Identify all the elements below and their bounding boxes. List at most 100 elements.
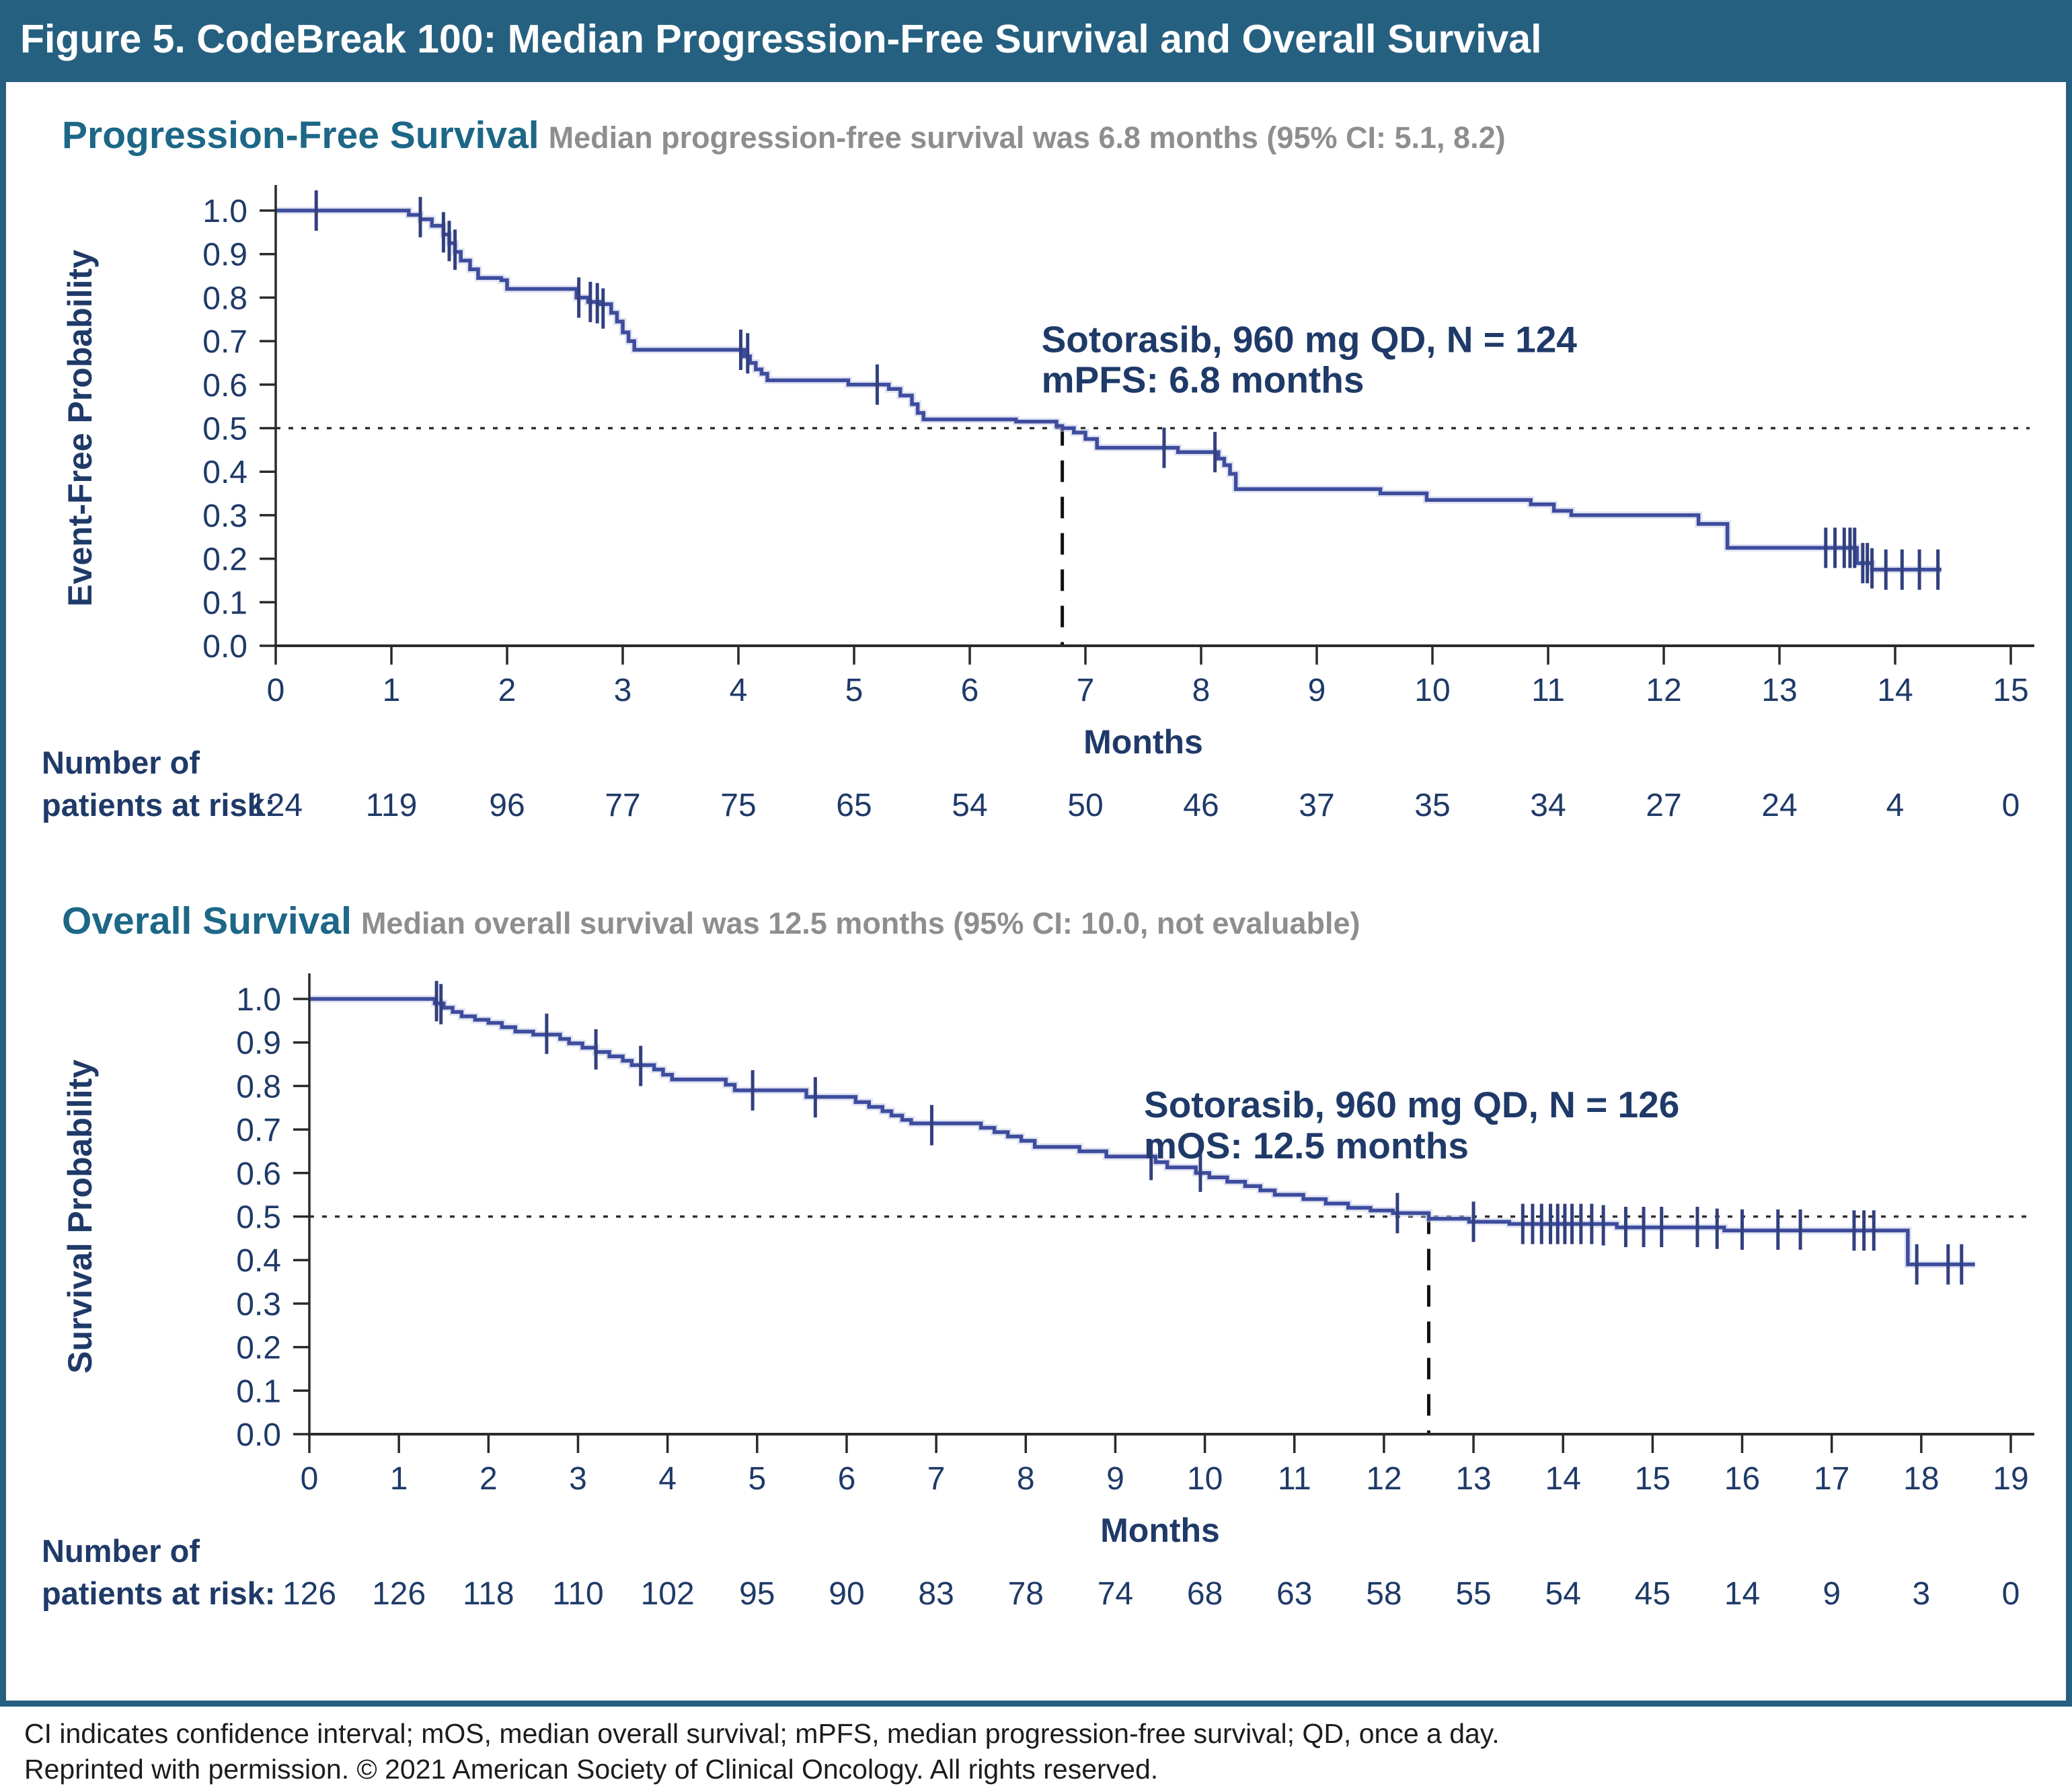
treatment-annotation-line1: Sotorasib, 960 mg QD, N = 124 [1042, 318, 1578, 360]
os-panel-title: Overall Survival [62, 899, 352, 942]
x-tick-label: 10 [1187, 1461, 1223, 1497]
figure-footnote: CI indicates confidence interval; mOS, m… [0, 1701, 2072, 1785]
x-tick-label: 6 [961, 673, 979, 708]
x-tick-label: 2 [498, 673, 516, 708]
y-axis-title: Survival Probability [61, 1059, 99, 1374]
x-tick-label: 2 [479, 1461, 498, 1497]
pfs-panel-subtitle: Median progression-free survival was 6.8… [548, 120, 1506, 155]
x-tick-label: 5 [845, 673, 864, 708]
y-tick-label: 0.4 [236, 1243, 281, 1279]
censor-marks [434, 981, 1964, 1285]
x-tick-label: 8 [1192, 673, 1211, 708]
x-tick-label: 0 [301, 1461, 319, 1497]
km-curve [276, 209, 1942, 572]
y-tick-label: 0.7 [202, 324, 247, 360]
risk-count: 95 [739, 1576, 775, 1612]
y-tick-label: 0.5 [236, 1200, 281, 1236]
risk-count: 24 [1761, 788, 1797, 823]
risk-count: 4 [1886, 788, 1905, 823]
risk-count: 9 [1822, 1576, 1841, 1612]
x-tick-label: 13 [1761, 673, 1797, 708]
x-tick-label: 9 [1106, 1461, 1124, 1497]
risk-count: 102 [641, 1576, 695, 1612]
x-tick-label: 12 [1646, 673, 1681, 708]
y-tick-label: 0.9 [202, 237, 247, 273]
x-tick-label: 14 [1877, 673, 1913, 708]
risk-count: 27 [1646, 788, 1681, 823]
y-tick-label: 0.3 [202, 498, 247, 534]
x-tick-label: 4 [658, 1461, 677, 1497]
risk-count: 77 [605, 788, 640, 823]
risk-count: 34 [1530, 788, 1566, 823]
risk-count: 126 [372, 1576, 426, 1612]
x-tick-label: 11 [1531, 673, 1565, 708]
risk-count: 68 [1187, 1576, 1223, 1612]
footnote-abbreviations: CI indicates confidence interval; mOS, m… [24, 1718, 1500, 1749]
y-tick-label: 0.8 [236, 1069, 281, 1105]
y-tick-label: 0.8 [202, 281, 247, 316]
x-tick-label: 7 [1077, 673, 1095, 708]
pfs-panel-header: Progression-Free Survival Median progress… [62, 113, 1506, 157]
risk-count: 83 [918, 1576, 954, 1612]
y-tick-label: 0.3 [236, 1287, 281, 1323]
risk-count: 45 [1635, 1576, 1671, 1612]
risk-table-label-line1: Number of [42, 745, 200, 780]
risk-count: 37 [1299, 788, 1334, 823]
pfs-panel-title: Progression-Free Survival [62, 114, 539, 157]
risk-table-label-line2: patients at risk: [42, 787, 275, 823]
x-tick-label: 10 [1414, 673, 1450, 708]
x-tick-label: 9 [1308, 673, 1326, 708]
pfs-km-chart: 0.00.10.20.30.40.50.60.70.80.91.00 1 2 3 4 5 6… [42, 185, 2034, 823]
y-tick-label: 0.0 [202, 629, 247, 665]
x-tick-label: 17 [1814, 1461, 1849, 1497]
risk-count: 63 [1276, 1576, 1312, 1612]
risk-count: 124 [249, 788, 303, 823]
x-tick-label: 16 [1724, 1461, 1760, 1497]
y-tick-label: 1.0 [202, 194, 247, 229]
risk-count: 14 [1724, 1576, 1760, 1612]
x-tick-label: 3 [614, 673, 632, 708]
risk-table-label-line2: patients at risk: [42, 1575, 275, 1611]
x-tick-label: 13 [1455, 1461, 1491, 1497]
risk-count: 3 [1912, 1576, 1930, 1612]
figure-title-bar: Figure 5. CodeBreak 100: Median Progress… [0, 0, 2072, 76]
x-tick-label: 6 [838, 1461, 856, 1497]
risk-count: 58 [1366, 1576, 1402, 1612]
x-tick-label: 14 [1545, 1461, 1581, 1497]
risk-count: 119 [366, 788, 418, 823]
x-tick-label: 5 [748, 1461, 766, 1497]
risk-count: 126 [282, 1576, 336, 1612]
os-km-chart: 0.00.10.20.30.40.50.60.70.80.91.00 1 2 3 4 5 6… [42, 973, 2034, 1612]
treatment-annotation-line2: mPFS: 6.8 months [1042, 359, 1365, 400]
treatment-annotation-line1: Sotorasib, 960 mg QD, N = 126 [1144, 1084, 1679, 1125]
x-tick-label: 0 [267, 673, 285, 708]
os-panel-subtitle: Median overall survival was 12.5 months … [360, 906, 1360, 940]
x-tick-label: 1 [383, 673, 401, 708]
x-tick-label: 8 [1017, 1461, 1035, 1497]
y-tick-label: 0.2 [236, 1331, 281, 1366]
footnote-copyright: Reprinted with permission. © 2021 Americ… [24, 1754, 1159, 1785]
y-tick-label: 0.1 [202, 585, 247, 621]
x-tick-label: 11 [1278, 1461, 1311, 1497]
x-tick-label: 15 [1993, 673, 2028, 708]
risk-count: 75 [720, 788, 756, 823]
km-curve [309, 997, 1975, 1267]
risk-count: 90 [829, 1576, 864, 1612]
risk-count: 74 [1098, 1576, 1133, 1612]
risk-count: 50 [1067, 788, 1103, 823]
y-axis-title: Event-Free Probability [61, 250, 99, 607]
os-panel-header: Overall Survival Median overall survival … [62, 899, 1360, 943]
risk-count: 35 [1414, 788, 1450, 823]
risk-count: 65 [836, 788, 872, 823]
x-tick-label: 4 [730, 673, 748, 708]
y-tick-label: 0.5 [202, 412, 247, 447]
x-tick-label: 18 [1903, 1461, 1939, 1497]
x-tick-label: 3 [569, 1461, 587, 1497]
y-tick-label: 0.7 [236, 1113, 281, 1148]
y-tick-label: 0.2 [202, 542, 247, 578]
y-tick-label: 0.1 [236, 1374, 281, 1409]
x-tick-label: 7 [927, 1461, 946, 1497]
y-tick-label: 1.0 [236, 982, 281, 1018]
risk-count: 54 [952, 788, 987, 823]
